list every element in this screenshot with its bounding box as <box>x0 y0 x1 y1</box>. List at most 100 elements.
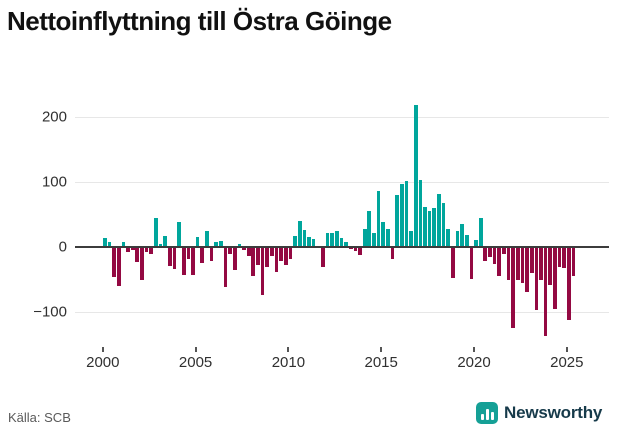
x-axis-tick <box>287 347 290 352</box>
bar-2019Q3 <box>464 235 469 247</box>
bar-2005Q1 <box>195 236 200 247</box>
bar-2017Q4 <box>432 208 437 247</box>
bar-2016Q1 <box>399 183 404 247</box>
bar-2006Q1 <box>214 241 219 247</box>
bar-2008Q4 <box>265 247 270 268</box>
x-axis-label: 2015 <box>364 354 398 371</box>
newsworthy-logo: Newsworthy <box>476 402 602 424</box>
x-axis-label: 2010 <box>271 354 306 371</box>
bar-2006Q4 <box>228 247 232 254</box>
bar-2002Q1 <box>140 247 144 281</box>
bar-2019Q4 <box>469 247 474 279</box>
bar-2016Q4 <box>413 104 418 247</box>
bar-2009Q4 <box>283 247 288 265</box>
bar-2008Q2 <box>256 247 260 266</box>
bar-2003Q4 <box>172 247 177 270</box>
bar-2006Q3 <box>223 247 228 288</box>
bar-2014Q4 <box>376 191 381 247</box>
bar-2021Q4 <box>506 247 511 280</box>
bar-2015Q4 <box>395 195 399 247</box>
bar-2001Q1 <box>121 242 126 247</box>
bar-2022Q2 <box>515 247 520 280</box>
bar-2019Q1 <box>455 230 460 247</box>
bar-2007Q4 <box>246 247 251 257</box>
bar-2002Q2 <box>144 247 149 253</box>
x-axis-label: 2025 <box>550 354 584 371</box>
bar-2022Q3 <box>520 247 525 284</box>
zero-axis-line <box>75 246 609 248</box>
bar-2010Q4 <box>302 230 307 247</box>
bar-2017Q2 <box>423 206 427 247</box>
bar-2007Q1 <box>232 247 237 271</box>
x-axis-tick <box>473 347 475 352</box>
bar-2019Q2 <box>460 224 464 247</box>
bar-2013Q4 <box>358 247 362 255</box>
bar-2000Q3 <box>112 247 116 277</box>
bar-2010Q3 <box>297 221 302 247</box>
bar-2021Q3 <box>502 247 506 254</box>
bar-2005Q2 <box>200 247 205 263</box>
x-axis-label: 2020 <box>457 354 491 371</box>
bar-2009Q2 <box>274 247 279 272</box>
bar-2014Q1 <box>362 228 367 247</box>
bar-2003Q1 <box>158 243 163 247</box>
bar-2004Q2 <box>181 247 186 275</box>
bar-2017Q3 <box>427 210 432 247</box>
bar-2000Q2 <box>107 241 112 247</box>
bar-2003Q3 <box>167 247 172 266</box>
bar-2023Q2 <box>534 247 539 311</box>
y-axis-label: 100 <box>41 173 67 191</box>
bar-2010Q2 <box>293 235 297 247</box>
bar-2024Q3 <box>557 247 562 267</box>
bar-2010Q1 <box>288 247 293 259</box>
bar-2013Q3 <box>353 247 358 251</box>
bar-2016Q3 <box>409 230 413 247</box>
bar-2020Q1 <box>474 239 478 247</box>
bar-2011Q2 <box>311 239 316 247</box>
bar-2012Q1 <box>325 233 330 247</box>
y-axis-label: 200 <box>41 108 67 126</box>
x-axis-tick <box>101 347 104 352</box>
bar-2018Q4 <box>451 247 455 278</box>
x-axis-tick <box>565 347 568 352</box>
x-axis-tick <box>380 347 383 352</box>
bar-2005Q3 <box>205 230 209 247</box>
bar-2024Q4 <box>562 247 567 269</box>
bar-2003Q2 <box>163 235 167 247</box>
bar-2001Q4 <box>135 247 140 262</box>
newsworthy-bar-chart-icon <box>476 402 498 424</box>
bar-2020Q3 <box>483 247 488 262</box>
bar-2025Q2 <box>571 247 576 276</box>
bar-2012Q4 <box>339 237 344 247</box>
bar-2008Q3 <box>260 247 265 296</box>
bar-2006Q2 <box>219 240 223 247</box>
bar-2004Q1 <box>177 222 181 247</box>
bar-2020Q4 <box>488 247 492 257</box>
bar-2011Q4 <box>321 247 325 268</box>
x-axis-label: 2005 <box>178 354 213 371</box>
bar-2014Q2 <box>367 210 372 247</box>
bar-2024Q1 <box>548 247 553 286</box>
gridline--100 <box>75 312 609 313</box>
bar-2021Q2 <box>497 247 502 276</box>
bar-2012Q2 <box>330 233 335 247</box>
gridline-100 <box>75 182 609 183</box>
newsworthy-wordmark: Newsworthy <box>504 403 603 422</box>
bar-2005Q4 <box>209 247 214 261</box>
x-axis-label: 2000 <box>86 354 120 371</box>
bar-2020Q2 <box>478 218 483 247</box>
bar-2012Q3 <box>335 231 339 247</box>
bar-2018Q1 <box>437 194 441 247</box>
bar-2007Q2 <box>237 243 242 247</box>
bar-2017Q1 <box>418 180 423 247</box>
bar-2002Q4 <box>154 217 158 247</box>
bar-2021Q1 <box>492 247 497 264</box>
bar-2016Q2 <box>404 180 409 247</box>
bar-2011Q1 <box>307 237 311 247</box>
bar-2022Q1 <box>511 247 515 328</box>
bar-2018Q3 <box>446 228 451 247</box>
bar-2001Q2 <box>126 247 130 253</box>
bar-2023Q3 <box>539 247 543 281</box>
bar-2015Q2 <box>386 229 390 247</box>
